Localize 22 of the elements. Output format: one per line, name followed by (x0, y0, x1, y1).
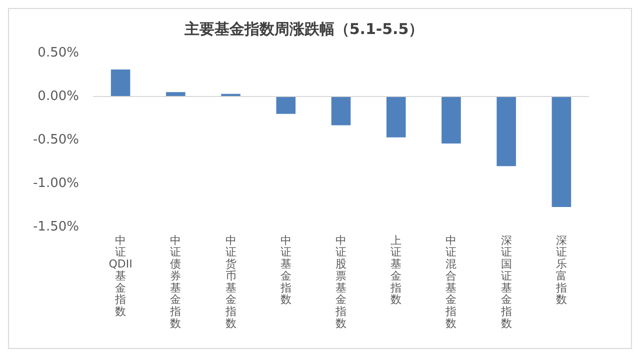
x-tick-label: 深证国证基金指数 (500, 234, 512, 330)
y-tick-label: 0.00% (38, 88, 79, 104)
bar (496, 96, 516, 166)
y-tick-label: -1.50% (32, 219, 79, 234)
bar (331, 96, 351, 126)
bar (552, 96, 572, 207)
x-tick-label: 中证债券基金指数 (169, 234, 182, 330)
x-tick-label: 中证货币基金指数 (224, 234, 236, 330)
bar (110, 70, 130, 96)
x-tick-label: 中证QDII基金指数 (108, 234, 132, 318)
x-tick-label: 中证股票基金指数 (334, 234, 346, 330)
x-tick-label: 中证基金指数 (279, 234, 292, 306)
x-tick-label: 深证乐富指数 (554, 234, 567, 306)
bar (442, 96, 461, 144)
bar (276, 96, 296, 114)
x-tick-label: 中证混合基金指数 (444, 234, 457, 330)
y-tick-label: -1.00% (32, 176, 79, 191)
chart-title: 主要基金指数周涨跌幅（5.1-5.5） (183, 20, 424, 38)
y-tick-label: -0.50% (32, 132, 79, 148)
bar (386, 96, 406, 138)
y-tick-label: 0.50% (38, 45, 79, 60)
x-tick-label: 上证基金指数 (390, 234, 402, 306)
